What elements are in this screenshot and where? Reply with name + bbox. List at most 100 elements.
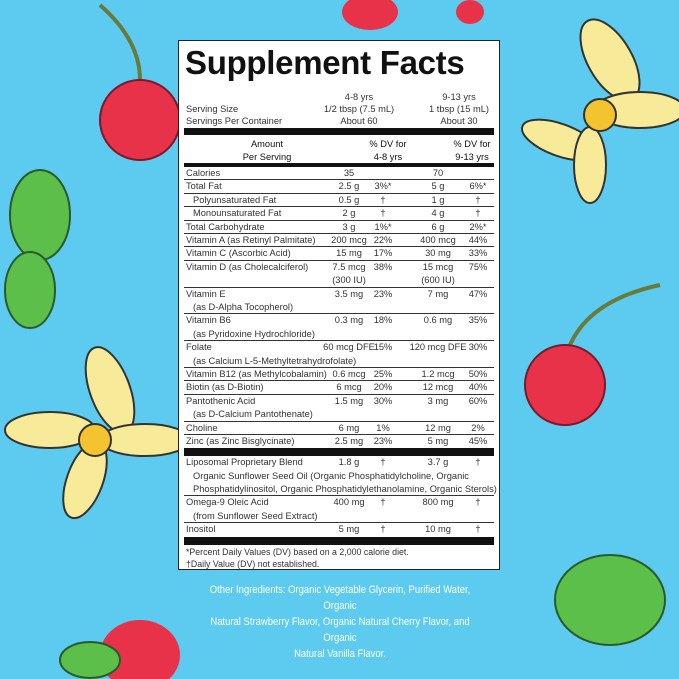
amount-value: 0.5 g	[338, 194, 360, 205]
nutrient-name: Total Fat	[186, 181, 222, 192]
daily-value-percent: 2%	[471, 422, 485, 433]
footnote: *Percent Daily Values (DV) based on a 2,…	[186, 547, 409, 557]
other-ingredients: Other Ingredients: Organic Vegetable Gly…	[196, 582, 485, 662]
daily-value-percent: 3%*	[374, 181, 392, 192]
amount-value: 2.5 mg	[334, 435, 364, 446]
amount-value: 4 g	[431, 208, 445, 219]
nutrient-name: Choline	[186, 422, 218, 433]
daily-value-percent: †	[475, 208, 481, 219]
amount-value: 3.5 mg	[334, 288, 364, 299]
amount-value: 15 mcg	[422, 261, 454, 272]
amount-value: 12 mcg	[422, 382, 454, 393]
leaf-icon	[4, 169, 666, 679]
dv1-header: % DV for 4-8 yrs	[369, 139, 407, 163]
nutrient-name: Vitamin E	[186, 288, 226, 299]
amount-value: 15 mg	[336, 248, 362, 259]
serving-size-value: 1/2 tbsp (7.5 mL)	[323, 104, 395, 114]
amount-value: 5 mg	[427, 435, 449, 446]
amount-value: (300 IU)	[332, 275, 366, 286]
other-ingredients-line: Natural Vanilla Flavor.	[294, 648, 386, 660]
daily-value-percent: 47%	[468, 288, 488, 299]
nutrient-row: Vitamin E (as D-Alpha Tocopherol) 3.5 mg 23…	[184, 288, 494, 315]
nutrient-row: Polyunsaturated Fat 0.5 g † 1 g †	[184, 194, 494, 208]
amount-value: 1 g	[431, 194, 445, 205]
nutrient-source: Phosphatidylinositol, Organic Phosphatid…	[193, 484, 497, 495]
amount-value: 7 mg	[427, 288, 449, 299]
daily-value-percent: 15%	[373, 342, 393, 353]
servings-per-container-label: Servings Per Container	[186, 116, 283, 126]
divider-bar	[184, 448, 494, 457]
nutrient-name: Total Carbohydrate	[186, 221, 265, 232]
daily-value-percent: 23%	[373, 435, 393, 446]
amount-value: 5 g	[431, 181, 445, 192]
daily-value-percent: 35%	[468, 315, 488, 326]
nutrient-source: (from Sunflower Seed Extract)	[193, 510, 318, 521]
nutrient-name: Vitamin D (as Cholecalciferol)	[186, 261, 309, 272]
daily-value-percent: 18%	[373, 315, 393, 326]
amount-header: Amount Per Serving	[242, 139, 292, 163]
nutrient-row: Vitamin C (Ascorbic Acid) 15 mg 17% 30 mg 33…	[184, 247, 494, 261]
nutrient-name: Vitamin C (Ascorbic Acid)	[186, 248, 291, 259]
daily-value-percent: †	[380, 524, 386, 535]
daily-value-percent: †	[380, 457, 386, 468]
nutrient-row: Total Fat 2.5 g 3%* 5 g 6%*	[184, 180, 494, 194]
servings-per-container-value: About 30	[440, 116, 478, 126]
vanilla-flower-icon	[4, 18, 679, 520]
daily-value-percent: †	[380, 208, 386, 219]
other-ingredients-line: Other Ingredients: Organic Vegetable Gly…	[209, 584, 471, 612]
amount-value: 3 mg	[427, 395, 449, 406]
serving-size-value: 1 tbsp (15 mL)	[429, 104, 489, 114]
dv2-header: % DV for 9-13 yrs	[453, 139, 491, 163]
daily-value-percent: 20%	[373, 382, 393, 393]
divider-bar	[184, 163, 494, 167]
daily-value-percent: 25%	[373, 368, 393, 379]
daily-value-percent: †	[475, 457, 481, 468]
amount-value: (600 IU)	[421, 275, 455, 286]
daily-value-percent: 38%	[373, 261, 393, 272]
daily-value-percent: †	[475, 497, 481, 508]
nutrient-name: Omega-9 Oleic Acid	[186, 497, 269, 508]
divider-bar	[184, 536, 494, 545]
amount-value: 0.6 mcg	[332, 368, 366, 379]
nutrient-name: Liposomal Proprietary Blend	[186, 457, 303, 468]
amount-value: 30 mg	[425, 248, 451, 259]
amount-value: 70	[432, 168, 444, 178]
serving-size-label: Serving Size	[186, 104, 239, 114]
amount-value: 3 g	[342, 221, 356, 232]
amount-value: 200 mcg	[331, 234, 367, 245]
nutrient-name: Calories	[186, 168, 221, 178]
nutrient-row: Zinc (as Zinc Bisglycinate) 2.5 mg 23% 5 mg…	[184, 435, 494, 448]
amount-value: 6 g	[431, 221, 445, 232]
daily-value-percent: 6%*	[469, 181, 487, 192]
servings-per-container-value: About 60	[340, 116, 378, 126]
amount-value: 120 mcg DFE	[409, 342, 467, 353]
amount-value: 400 mg	[333, 497, 365, 508]
amount-value: 5 mg	[338, 524, 360, 535]
daily-value-percent: 30%	[468, 342, 488, 353]
amount-value: 6 mcg	[336, 382, 362, 393]
daily-value-percent: 22%	[373, 234, 393, 245]
nutrient-source: (as D-Calcium Pantothenate)	[193, 409, 313, 420]
amount-value: 60 mcg DFE	[323, 342, 375, 353]
nutrient-table: Calories 35 70 Total Fat 2.5 g 3%* 5 g 6%* Polyu…	[184, 163, 497, 545]
daily-value-percent: 44%	[468, 234, 488, 245]
panel-title: Supplement Facts	[185, 44, 465, 81]
nutrient-name: Biotin (as D-Biotin)	[186, 382, 264, 393]
nutrient-row: Monounsaturated Fat 2 g † 4 g †	[184, 207, 494, 221]
amount-value: 2 g	[342, 208, 356, 219]
daily-value-percent: 1%*	[374, 221, 392, 232]
amount-value: 1.8 g	[338, 457, 360, 468]
nutrient-row: Calories 35 70	[184, 167, 494, 181]
daily-value-percent: 2%*	[469, 221, 487, 232]
amount-value: 6 mg	[338, 422, 360, 433]
nutrient-source: (as Pyridoxine Hydrochloride)	[193, 328, 315, 339]
nutrient-row: Total Carbohydrate 3 g 1%* 6 g 2%*	[184, 221, 494, 234]
supplement-facts-panel: Supplement Facts 4-8 yrs 9-13 yrs Servin…	[178, 40, 500, 570]
other-ingredients-line: Natural Strawberry Flavor, Organic Natur…	[210, 616, 470, 644]
age-group-header: 9-13 yrs	[442, 92, 476, 102]
nutrient-row: Pantothenic Acid (as D-Calcium Pantothena…	[184, 395, 494, 422]
amount-value: 7.5 mcg	[332, 261, 366, 272]
amount-value: 35	[343, 168, 355, 178]
daily-value-percent: †	[380, 497, 386, 508]
